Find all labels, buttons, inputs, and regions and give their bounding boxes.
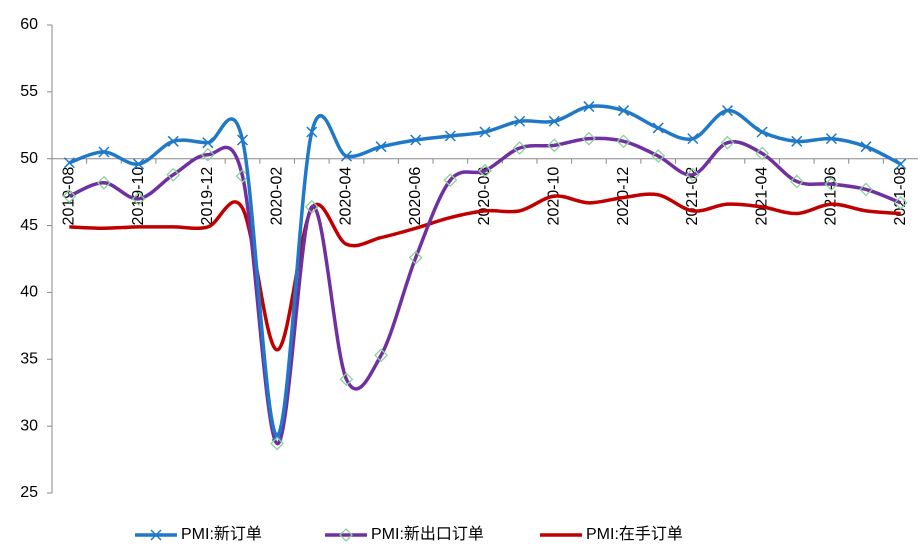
marker: [340, 150, 352, 162]
marker: [410, 134, 422, 146]
marker: [583, 101, 595, 113]
marker: [166, 167, 181, 182]
line: [69, 192, 901, 352]
marker: [236, 134, 249, 146]
marker: [791, 135, 803, 147]
marker: [514, 115, 526, 127]
marker: [893, 195, 908, 210]
legend-label: PMI:在手订单: [586, 525, 683, 543]
marker: [202, 137, 214, 149]
x-tick-label: 2019-12: [199, 167, 216, 226]
x-tick-label: 2020-02: [268, 167, 285, 226]
marker: [479, 126, 491, 138]
marker: [97, 175, 111, 190]
marker: [339, 372, 354, 387]
marker: [582, 131, 596, 146]
marker: [478, 163, 492, 178]
marker: [825, 133, 837, 145]
marker: [167, 135, 179, 147]
series: [69, 192, 901, 352]
y-tick-label: 25: [20, 484, 38, 501]
marker: [200, 147, 215, 162]
marker: [756, 126, 768, 138]
x-tick-label: 2021-04: [753, 167, 770, 226]
y-tick-label: 40: [20, 284, 38, 301]
marker: [270, 436, 285, 451]
marker: [306, 126, 318, 138]
marker: [271, 429, 283, 442]
y-tick-label: 60: [20, 16, 38, 33]
y-tick-label: 50: [20, 150, 38, 167]
y-tick-label: 55: [20, 83, 38, 100]
marker: [652, 122, 664, 134]
marker: [687, 133, 699, 145]
marker: [304, 199, 319, 214]
marker: [618, 105, 630, 117]
marker: [616, 134, 631, 149]
x-tick-label: 2020-06: [407, 167, 424, 226]
marker: [685, 167, 700, 182]
marker: [374, 348, 388, 363]
legend-label: PMI:新出口订单: [371, 525, 484, 543]
marker: [789, 174, 804, 189]
line: [68, 104, 902, 438]
y-tick-label: 35: [20, 351, 38, 368]
series: [63, 101, 907, 442]
x-tick-label: 2020-08: [476, 167, 493, 226]
marker: [408, 250, 423, 265]
marker: [339, 528, 353, 542]
marker: [444, 130, 456, 142]
line: [68, 136, 902, 446]
marker: [98, 146, 110, 158]
x-tick-label: 2020-04: [338, 167, 355, 226]
marker: [512, 141, 527, 155]
marker: [375, 141, 387, 153]
marker: [548, 115, 560, 127]
marker: [859, 182, 873, 197]
x-tick-label: 2021-08: [892, 167, 909, 226]
marker: [63, 157, 75, 169]
x-tick-label: 2021-06: [823, 167, 840, 226]
x-tick-label: 2019-08: [61, 167, 78, 226]
y-tick-label: 45: [20, 217, 38, 234]
marker: [651, 149, 666, 163]
marker: [150, 529, 162, 541]
marker: [860, 141, 872, 153]
marker: [895, 158, 907, 170]
marker: [62, 189, 77, 204]
x-tick-label: 2019-10: [130, 167, 147, 226]
legend-label: PMI:新订单: [181, 525, 262, 543]
y-tick-label: 30: [20, 417, 38, 434]
marker: [131, 191, 146, 206]
marker: [721, 105, 734, 117]
marker: [720, 135, 735, 150]
marker: [547, 138, 562, 153]
marker: [755, 146, 770, 161]
marker: [824, 177, 839, 192]
marker: [133, 158, 145, 170]
marker: [443, 173, 458, 188]
